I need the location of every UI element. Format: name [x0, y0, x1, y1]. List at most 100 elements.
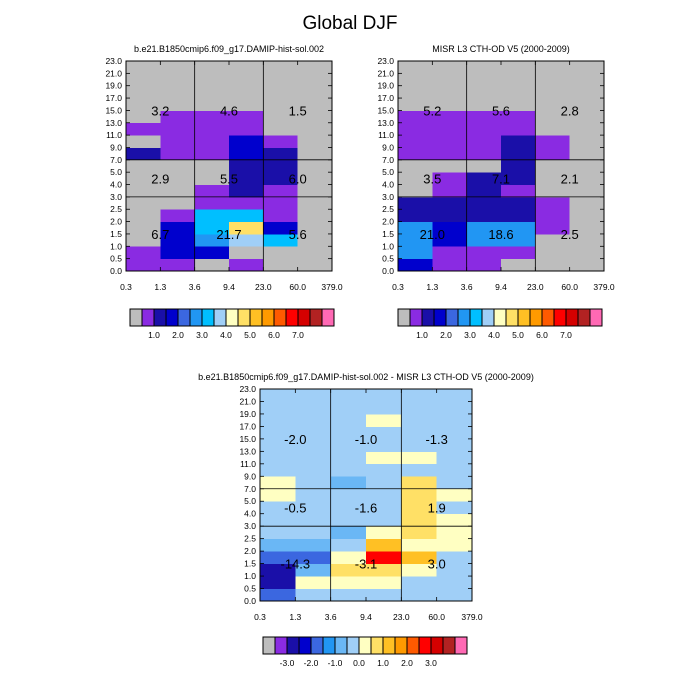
heatmap-cell [432, 85, 468, 99]
heatmap-cell [398, 159, 433, 173]
heatmap-cell [126, 122, 161, 136]
heatmap-cell [569, 196, 605, 210]
heatmap-cell [501, 209, 536, 222]
heatmap-cell [330, 413, 367, 427]
colorbar-swatch [322, 636, 336, 655]
heatmap-cell [297, 221, 333, 235]
heatmap-cell [295, 438, 332, 452]
heatmap-cell [569, 122, 605, 136]
heatmap-cell [263, 135, 299, 148]
heatmap-cell [401, 501, 438, 515]
heatmap-cell [194, 110, 230, 124]
heatmap-cell [330, 513, 367, 527]
colorbar-swatch [213, 308, 227, 327]
heatmap-cell [432, 258, 468, 272]
heatmap-cell [535, 233, 571, 247]
heatmap-cell [126, 159, 161, 173]
heatmap-cell [535, 221, 571, 235]
heatmap-cell [330, 488, 367, 502]
heatmap-cell [436, 551, 473, 564]
block-value-label: 21.0 [420, 227, 445, 242]
colorbar-swatch [409, 308, 423, 327]
heatmap-cell [297, 184, 333, 198]
heatmap-cell [432, 122, 468, 136]
heatmap-cell [126, 85, 161, 99]
y-tick-label: 7.0 [110, 155, 122, 165]
heatmap-cell [569, 233, 605, 247]
colorbar-label: 6.0 [268, 330, 280, 340]
heatmap-cell [501, 233, 536, 247]
colorbar-swatch [201, 308, 215, 327]
y-tick-label: 17.0 [377, 93, 394, 103]
heatmap-cell [295, 576, 332, 589]
heatmap-cell [366, 588, 402, 602]
heatmap-cell [366, 451, 402, 465]
heatmap-cell [126, 61, 161, 74]
heatmap-cell [126, 196, 161, 210]
heatmap-cell [466, 98, 502, 111]
heatmap-cell [398, 233, 433, 247]
heatmap-cell [263, 98, 299, 111]
heatmap-cell [160, 172, 196, 185]
heatmap-cell [295, 538, 332, 552]
heatmap-cell [297, 147, 333, 161]
heatmap-cell [330, 401, 367, 415]
heatmap-cell [126, 221, 161, 235]
colorbar-label: 7.0 [292, 330, 304, 340]
block-value-label: 3.5 [423, 171, 441, 186]
heatmap-cell [466, 61, 502, 74]
colorbar-swatch [237, 308, 251, 327]
colorbar-label: 2.0 [401, 658, 413, 668]
heatmap-cell [501, 221, 536, 235]
heatmap-cell [126, 233, 161, 247]
heatmap-cell [263, 61, 299, 74]
heatmap-cell [160, 221, 196, 235]
heatmap-cell [398, 61, 433, 74]
y-tick-label: 21.0 [239, 396, 256, 406]
y-tick-label: 11.0 [240, 459, 256, 469]
heatmap-cell [194, 196, 230, 210]
heatmap-cell [432, 147, 468, 161]
y-tick-label: 13.0 [239, 446, 256, 456]
x-tick-label: 0.3 [120, 282, 132, 292]
heatmap-cell [297, 233, 333, 247]
heatmap-cell [297, 61, 333, 74]
y-tick-label: 5.0 [244, 496, 256, 506]
colorbar-swatch [517, 308, 531, 327]
y-tick-label: 3.0 [244, 521, 256, 531]
heatmap-cell [126, 73, 161, 87]
heatmap-cell [535, 159, 571, 173]
colorbar-label: 4.0 [488, 330, 500, 340]
heatmap-cell [263, 246, 299, 260]
y-tick-label: 1.5 [382, 229, 394, 239]
heatmap-cell [160, 73, 196, 87]
colorbar-swatch [565, 308, 579, 327]
heatmap-cell [229, 221, 264, 235]
heatmap-cell [263, 85, 299, 99]
y-tick-label: 5.0 [110, 167, 122, 177]
heatmap-cell [501, 196, 536, 210]
colorbar-swatch [421, 308, 435, 327]
heatmap-cell [229, 246, 264, 260]
heatmap-cell [436, 526, 473, 540]
heatmap-cell [260, 438, 296, 452]
colorbar-swatch [309, 308, 323, 327]
heatmap-cell [126, 209, 161, 222]
heatmap-cell [398, 85, 433, 99]
heatmap-cell [401, 463, 438, 477]
heatmap-cell [295, 413, 332, 427]
heatmap-cell [160, 258, 196, 272]
heatmap-cell [260, 426, 296, 440]
heatmap-cell [229, 209, 264, 222]
heatmap-cell [398, 246, 433, 260]
x-tick-label: 379.0 [461, 612, 483, 622]
heatmap-cell [263, 110, 299, 124]
heatmap-cell [297, 258, 333, 272]
heatmap-cell [501, 85, 536, 99]
heatmap-cell [229, 159, 264, 173]
y-tick-label: 15.0 [239, 434, 256, 444]
heatmap-cell [260, 551, 296, 564]
heatmap-cell [569, 258, 605, 272]
y-tick-label: 0.0 [244, 596, 256, 606]
colorbar-swatch [457, 308, 471, 327]
